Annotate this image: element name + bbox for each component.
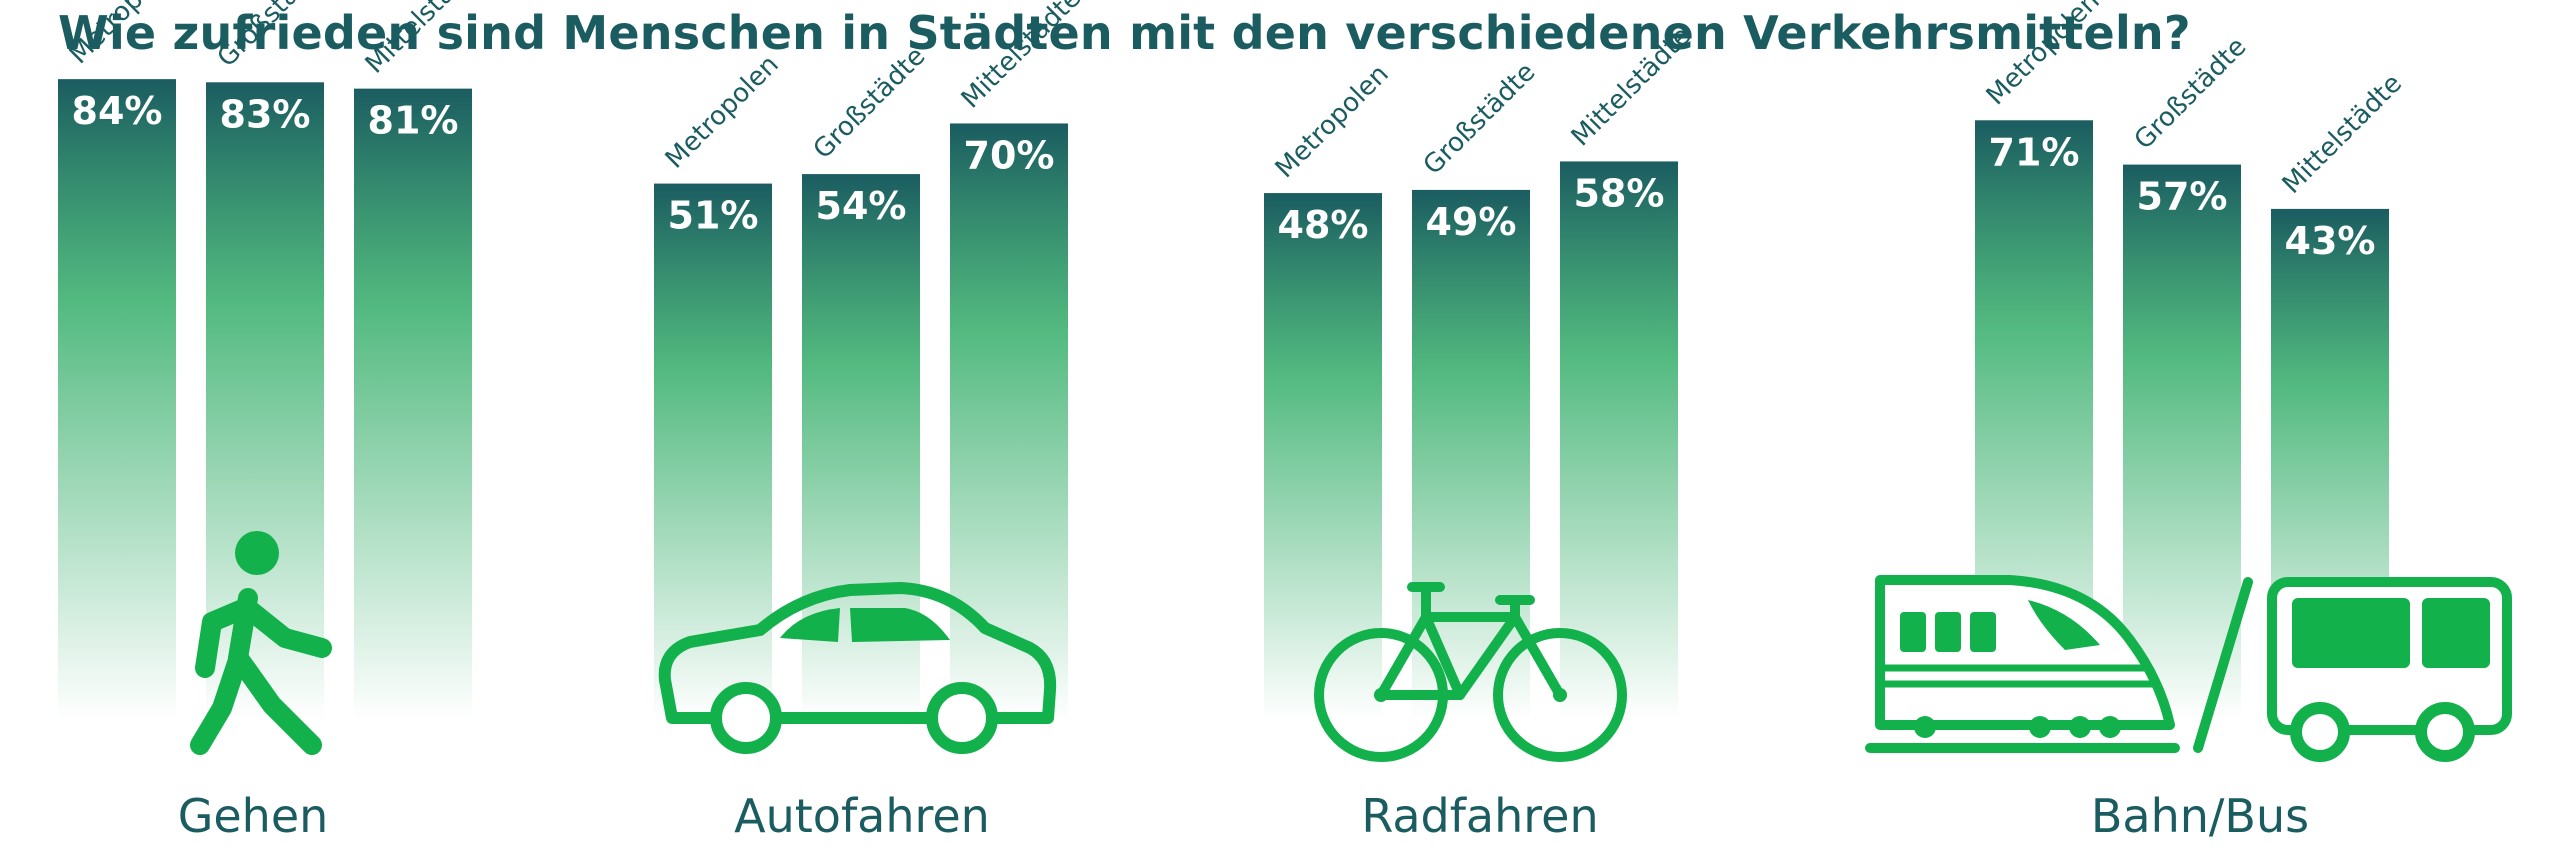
data-label: 70% xyxy=(964,133,1055,177)
data-label: 48% xyxy=(1278,203,1369,247)
group-label: Radfahren xyxy=(1361,789,1598,843)
category-label: Großstädte xyxy=(1418,57,1542,181)
data-label: 83% xyxy=(220,92,311,136)
category-label: Mittelstädte xyxy=(1566,21,1697,152)
data-label: 84% xyxy=(72,89,163,133)
bar-gehen-metropolen xyxy=(58,79,176,720)
bar-bahn-bus-grossstaedte xyxy=(2123,164,2241,721)
data-label: 51% xyxy=(668,194,759,238)
train-bus-icon xyxy=(1865,575,2512,762)
bar-gehen-mittelstaedte xyxy=(354,88,472,720)
category-label: Mittelstädte xyxy=(956,0,1087,114)
category-label: Metropolen xyxy=(1981,0,2106,111)
bar-radfahren-mittelstaedte xyxy=(1560,161,1678,720)
category-label: Mittelstädte xyxy=(360,0,491,80)
bar-radfahren-grossstaedte xyxy=(1412,189,1530,721)
category-label: Metropolen xyxy=(1270,59,1395,184)
bicycle-icon xyxy=(1314,582,1627,762)
category-label: Mittelstädte xyxy=(2277,69,2408,200)
walking-person-icon xyxy=(190,531,332,755)
data-label: 49% xyxy=(1426,200,1517,244)
car-icon xyxy=(658,582,1057,754)
chart-title: Wie zufrieden sind Menschen in Städten m… xyxy=(58,6,2191,60)
group-label: Autofahren xyxy=(734,789,990,843)
category-label: Metropolen xyxy=(660,50,785,175)
category-label: Großstädte xyxy=(808,41,932,165)
category-label: Großstädte xyxy=(212,0,336,73)
data-label: 54% xyxy=(816,184,907,228)
data-label: 71% xyxy=(1989,130,2080,174)
data-label: 58% xyxy=(1574,171,1665,215)
data-label: 43% xyxy=(2285,219,2376,263)
category-label: Metropolen xyxy=(64,0,189,70)
group-label: Gehen xyxy=(178,789,329,843)
data-label: 81% xyxy=(368,99,459,143)
group-label: Bahn/Bus xyxy=(2091,789,2309,843)
bar-autofahren-mittelstaedte xyxy=(950,123,1068,720)
category-label: Großstädte xyxy=(2129,32,2253,156)
bar-radfahren-metropolen xyxy=(1264,193,1382,720)
data-label: 57% xyxy=(2137,175,2228,219)
